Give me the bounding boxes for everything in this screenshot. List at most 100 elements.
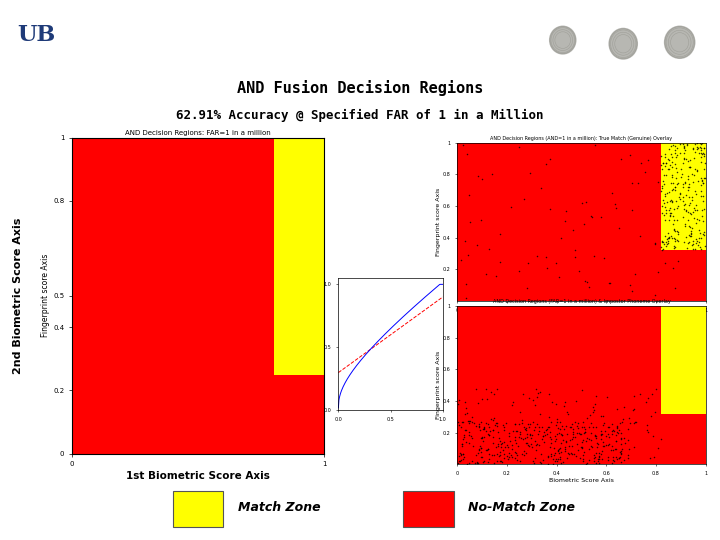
Point — [678, 149, 690, 158]
Point — [675, 148, 686, 157]
Point — [672, 230, 684, 239]
Point — [660, 171, 672, 180]
Point — [680, 206, 692, 214]
Point — [656, 209, 667, 218]
Point — [667, 197, 678, 206]
Point — [698, 178, 709, 187]
Point — [648, 453, 660, 462]
Point — [522, 441, 534, 449]
Point — [472, 458, 483, 467]
Point — [576, 437, 588, 446]
Point — [607, 446, 618, 455]
Point — [696, 138, 708, 147]
Point — [453, 395, 464, 404]
Point — [683, 215, 694, 224]
Point — [614, 418, 626, 427]
Point — [688, 171, 699, 179]
Point — [593, 439, 604, 448]
Point — [485, 427, 496, 436]
Point — [603, 422, 615, 431]
Point — [460, 437, 472, 446]
Point — [629, 418, 640, 427]
Point — [698, 174, 710, 183]
Point — [658, 198, 670, 207]
Point — [559, 443, 570, 451]
Point — [682, 140, 693, 149]
Point — [676, 170, 688, 179]
Point — [463, 191, 474, 199]
Point — [686, 195, 698, 204]
Point — [513, 433, 525, 441]
Point — [453, 400, 464, 408]
Text: 62.91% Accuracy @ Specified FAR of 1 in a Million: 62.91% Accuracy @ Specified FAR of 1 in … — [176, 109, 544, 122]
Point — [523, 442, 534, 451]
Point — [574, 429, 585, 438]
Point — [652, 443, 664, 452]
Point — [567, 433, 579, 442]
Title: AND Decision Regions: FAR=1 in a million: AND Decision Regions: FAR=1 in a million — [125, 130, 271, 136]
Point — [556, 422, 567, 430]
Point — [511, 455, 523, 464]
Point — [683, 172, 694, 180]
Point — [686, 224, 698, 232]
Point — [671, 150, 683, 159]
Bar — [403, 491, 454, 527]
Point — [697, 150, 708, 158]
Point — [620, 439, 631, 448]
Point — [523, 394, 534, 403]
Point — [590, 432, 601, 441]
Point — [697, 217, 708, 225]
Point — [694, 228, 706, 237]
Point — [556, 234, 567, 242]
Point — [571, 421, 582, 430]
Point — [697, 178, 708, 187]
Title: AND Decision Regions (AND=1 in a million): True Match (Genuine) Overlay: AND Decision Regions (AND=1 in a million… — [490, 136, 672, 141]
Point — [672, 226, 683, 235]
Point — [590, 423, 602, 431]
Point — [660, 215, 671, 224]
Point — [670, 174, 682, 183]
Point — [672, 201, 684, 210]
Point — [589, 141, 600, 150]
Point — [671, 216, 683, 225]
Point — [611, 423, 623, 432]
Point — [666, 208, 678, 217]
Point — [456, 440, 467, 448]
Point — [685, 230, 697, 239]
Point — [549, 437, 561, 445]
Point — [458, 433, 469, 442]
Point — [467, 434, 478, 442]
Point — [567, 424, 578, 433]
Point — [670, 284, 681, 293]
Point — [530, 446, 541, 454]
Point — [673, 193, 685, 201]
Point — [572, 440, 583, 449]
Point — [460, 426, 472, 435]
Point — [607, 456, 618, 464]
Point — [463, 418, 474, 427]
Point — [502, 455, 513, 463]
Point — [528, 396, 539, 404]
Point — [550, 400, 562, 409]
Point — [680, 207, 692, 215]
Point — [688, 214, 700, 222]
Point — [577, 450, 589, 459]
Point — [552, 457, 563, 465]
Point — [693, 233, 705, 242]
Point — [678, 144, 690, 153]
Point — [618, 402, 629, 411]
Point — [572, 429, 583, 437]
Point — [667, 141, 679, 150]
Point — [576, 386, 588, 395]
Point — [497, 446, 508, 454]
Point — [568, 450, 580, 459]
Point — [518, 389, 529, 398]
Point — [542, 422, 554, 431]
Point — [478, 424, 490, 433]
Point — [530, 441, 541, 449]
Point — [501, 441, 513, 449]
Point — [503, 432, 515, 441]
Point — [546, 397, 557, 406]
Point — [474, 423, 485, 431]
Point — [663, 215, 675, 224]
